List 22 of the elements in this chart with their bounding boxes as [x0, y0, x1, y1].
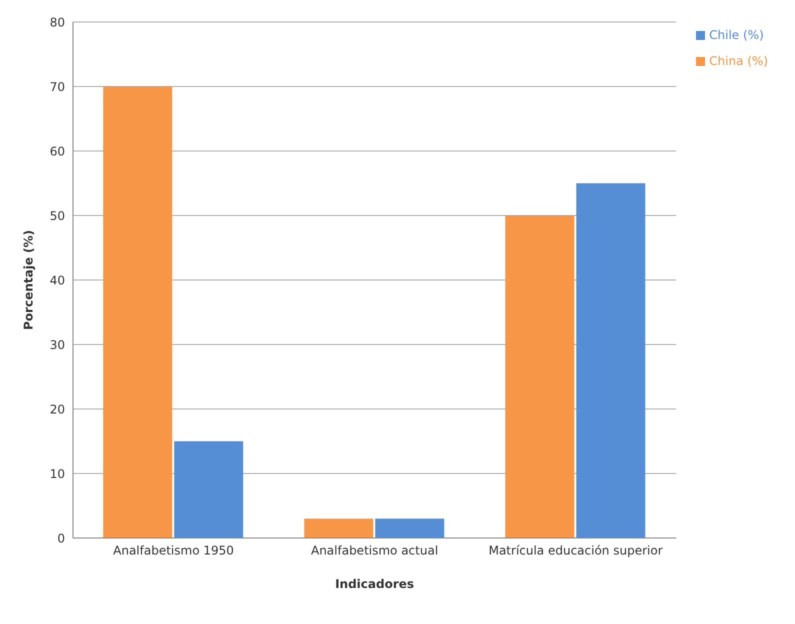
legend-label: China (%) — [709, 54, 768, 68]
bar — [576, 183, 646, 538]
y-tick-label: 70 — [50, 80, 65, 94]
x-tick-label: Matrícula educación superior — [488, 544, 663, 558]
y-tick-label: 20 — [50, 402, 65, 416]
bar — [304, 518, 374, 538]
bar — [505, 216, 574, 538]
y-tick-label: 60 — [50, 144, 65, 158]
y-tick-label: 40 — [50, 273, 65, 288]
x-tick-label: Analfabetismo 1950 — [113, 544, 234, 558]
bar — [174, 441, 244, 538]
legend-label: Chile (%) — [709, 28, 764, 42]
x-axis-title: Indicadores — [335, 577, 414, 591]
y-tick-label: 80 — [50, 15, 65, 30]
y-tick-label: 10 — [50, 466, 65, 481]
y-tick-label: 30 — [50, 338, 65, 352]
bar — [375, 518, 444, 538]
y-axis-title: Porcentaje (%) — [21, 230, 36, 330]
y-tick-label: 50 — [50, 208, 65, 223]
y-tick-label: 0 — [57, 531, 65, 546]
bar — [103, 86, 172, 538]
x-tick-label: Analfabetismo actual — [310, 544, 438, 558]
